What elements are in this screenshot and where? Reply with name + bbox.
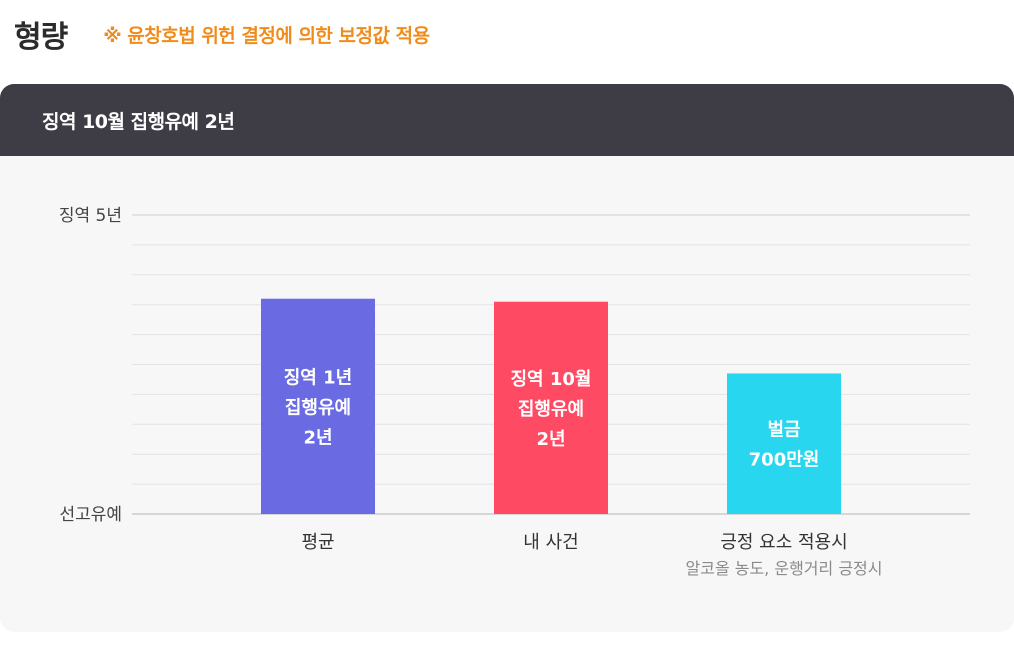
bar-label: 징역 10월 <box>511 369 592 390</box>
heading-row: 형량 ※ 윤창호법 위헌 결정에 의한 보정값 적용 <box>14 12 430 56</box>
card-header-title: 징역 10월 집행유예 2년 <box>42 110 235 133</box>
bar-label: 2년 <box>536 429 565 450</box>
y-axis-bottom-label: 선고유예 <box>59 505 122 525</box>
page-note: ※ 윤창호법 위헌 결정에 의한 보정값 적용 <box>103 24 430 47</box>
bar-label: 700만원 <box>749 450 820 471</box>
category-label: 긍정 요소 적용시 <box>720 532 847 553</box>
bar-label: 집행유예 <box>285 397 351 418</box>
category-label: 평균 <box>301 532 334 553</box>
bar-1 <box>261 298 375 514</box>
y-axis-top-label: 징역 5년 <box>59 206 122 226</box>
bar-2 <box>494 301 608 514</box>
bar-label: 2년 <box>303 427 332 448</box>
card-header: 징역 10월 집행유예 2년 <box>0 84 1014 156</box>
category-label: 내 사건 <box>523 532 578 553</box>
page-title: 형량 <box>14 20 68 55</box>
bar-label: 집행유예 <box>518 399 584 420</box>
bar-label: 징역 1년 <box>284 367 352 388</box>
bar-label: 벌금 <box>767 420 800 441</box>
category-sublabel: 알코올 농도, 운행거리 긍정시 <box>686 559 883 578</box>
sentence-card: 징역 10월 집행유예 2년 징역 5년 선고유예 징역 1년 집행유예 2년 평균 징역 … <box>0 84 1014 632</box>
bar-3 <box>727 373 841 514</box>
